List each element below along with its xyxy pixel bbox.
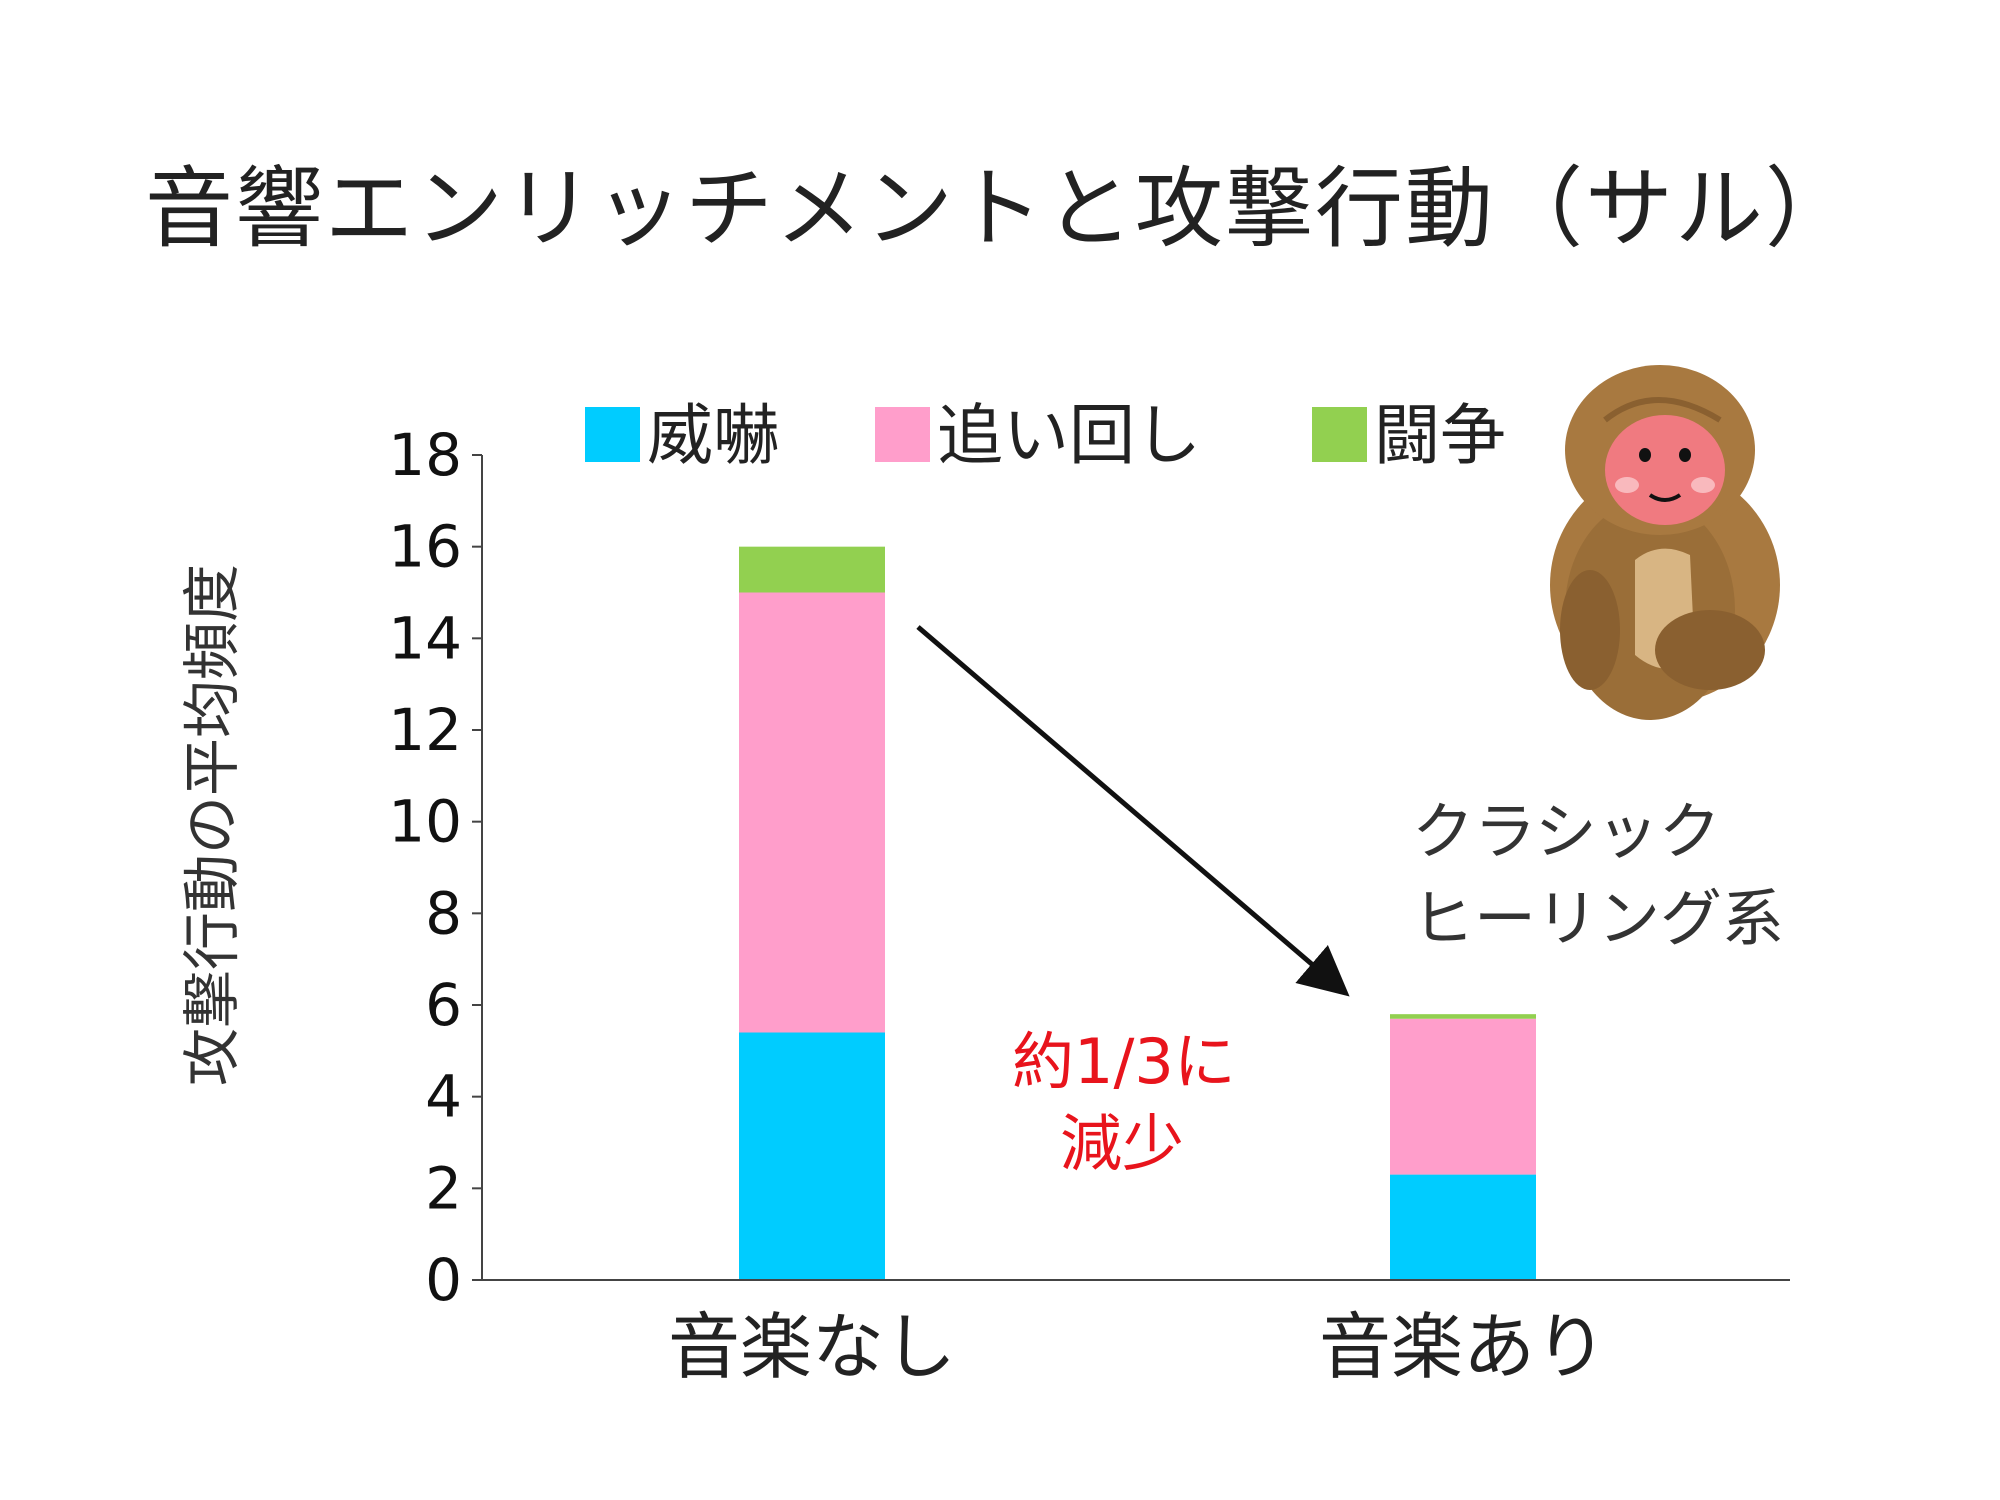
y-tick-label: 10 (388, 788, 462, 856)
bar-segment (1390, 1174, 1536, 1280)
bar-segment (739, 592, 885, 1033)
y-tick-label: 4 (425, 1063, 462, 1131)
legend: 威嚇 追い回し 闘争 (585, 397, 1506, 474)
music-type-line1: クラシック (1412, 795, 1721, 868)
legend-label: 闘争 (1374, 397, 1506, 474)
legend-label: 威嚇 (647, 397, 779, 474)
y-tick-label: 8 (425, 879, 462, 947)
legend-swatch (875, 407, 930, 462)
legend-swatch (1312, 407, 1367, 462)
y-axis-label: 攻撃行動の平均頻度 (178, 564, 246, 1086)
x-category-label: 音楽なし (668, 1305, 956, 1389)
category-labels: 音楽なし 音楽あり (668, 1305, 1607, 1389)
y-tick-label: 2 (425, 1154, 462, 1222)
y-tick-label: 18 (388, 421, 462, 489)
legend-swatch (585, 407, 640, 462)
y-tick-label: 6 (425, 971, 462, 1039)
monkey-icon (1550, 365, 1780, 720)
y-tick-label: 16 (388, 513, 462, 581)
bar-segment (739, 1032, 885, 1280)
y-tick-label: 12 (388, 696, 462, 764)
page-title: 音響エンリッチメントと攻撃行動（サル） (144, 157, 1855, 260)
decrease-arrow (916, 625, 1350, 997)
bar-segment (1390, 1018, 1536, 1175)
bar-segment (1390, 1014, 1536, 1019)
axes (481, 455, 1790, 1281)
reduction-note-line2: 減少 (1060, 1107, 1184, 1180)
bar-segment (739, 546, 885, 593)
y-axis-ticks: 0 2 4 6 8 10 12 14 16 18 (388, 421, 482, 1314)
bars (739, 546, 1536, 1280)
x-category-label: 音楽あり (1319, 1305, 1607, 1389)
music-type-line2: ヒーリング系 (1412, 882, 1784, 955)
legend-label: 追い回し (937, 397, 1201, 474)
reduction-note-line1: 約1/3に (1012, 1025, 1236, 1098)
y-tick-label: 0 (425, 1246, 462, 1314)
y-tick-label: 14 (388, 604, 462, 672)
